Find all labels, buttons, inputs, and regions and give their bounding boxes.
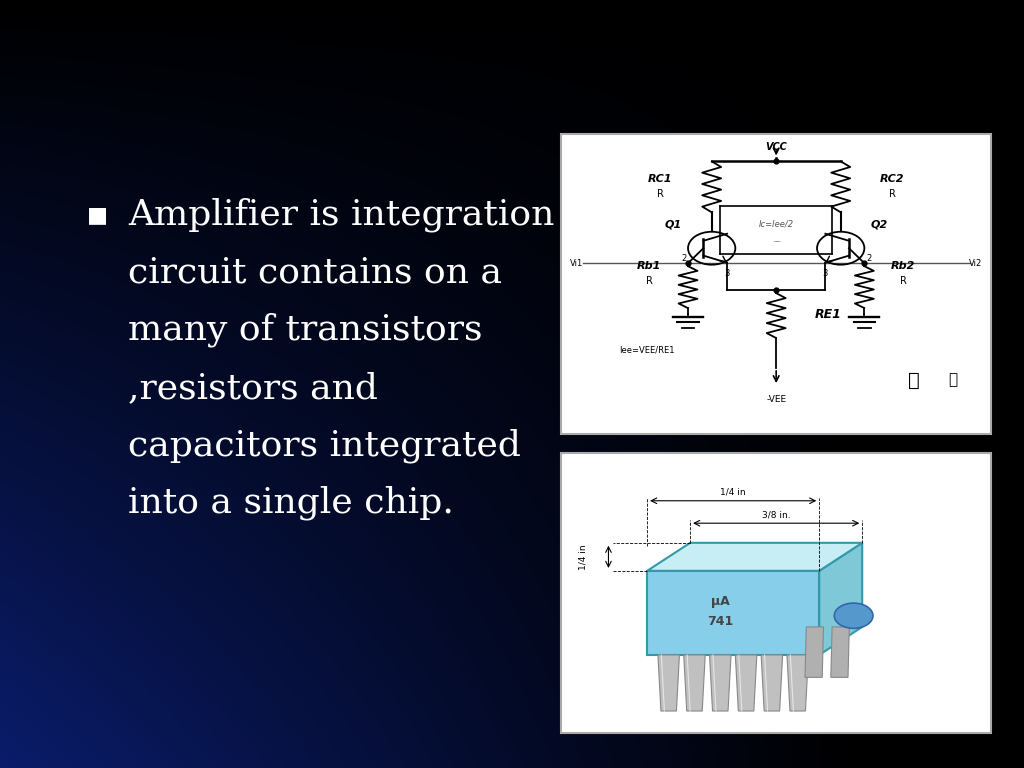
- Text: circuit contains on a: circuit contains on a: [128, 256, 502, 290]
- Text: Ic=Iee/2: Ic=Iee/2: [759, 220, 794, 229]
- Polygon shape: [658, 655, 680, 711]
- Text: many of transistors: many of transistors: [128, 313, 482, 347]
- Text: ■: ■: [87, 205, 108, 225]
- Text: R: R: [889, 189, 896, 200]
- Polygon shape: [710, 655, 731, 711]
- Text: into a single chip.: into a single chip.: [128, 486, 454, 520]
- Text: Amplifier is integration: Amplifier is integration: [128, 198, 554, 232]
- Text: capacitors integrated: capacitors integrated: [128, 429, 521, 462]
- Text: Vi1: Vi1: [569, 259, 583, 268]
- Text: μA: μA: [711, 595, 730, 608]
- Polygon shape: [684, 655, 706, 711]
- Polygon shape: [647, 543, 862, 571]
- Polygon shape: [735, 655, 757, 711]
- Text: 3/8 in.: 3/8 in.: [762, 510, 791, 519]
- Text: R: R: [646, 276, 652, 286]
- Text: _: _: [773, 237, 776, 242]
- Text: _: _: [776, 237, 779, 242]
- Text: R: R: [900, 276, 906, 286]
- Polygon shape: [761, 655, 782, 711]
- Polygon shape: [830, 627, 849, 677]
- Polygon shape: [805, 627, 823, 677]
- FancyBboxPatch shape: [561, 453, 991, 733]
- Circle shape: [835, 603, 872, 628]
- Text: R: R: [656, 189, 664, 200]
- Text: Vi2: Vi2: [970, 259, 983, 268]
- Text: 2: 2: [866, 254, 871, 263]
- Polygon shape: [786, 655, 809, 711]
- Text: Rb1: Rb1: [637, 261, 662, 271]
- Polygon shape: [819, 543, 862, 655]
- Text: Q1: Q1: [665, 219, 682, 230]
- Text: ,resistors and: ,resistors and: [128, 371, 378, 405]
- Text: Rb2: Rb2: [891, 261, 915, 271]
- Text: 741: 741: [708, 615, 733, 627]
- Text: RE1: RE1: [814, 308, 842, 320]
- Polygon shape: [647, 571, 819, 655]
- Text: 2: 2: [681, 254, 686, 263]
- Text: 3: 3: [822, 269, 828, 278]
- Text: RC1: RC1: [648, 174, 673, 184]
- Text: Q2: Q2: [870, 219, 888, 230]
- Text: VCC: VCC: [765, 142, 787, 152]
- FancyBboxPatch shape: [561, 134, 991, 434]
- Text: 🌍: 🌍: [908, 370, 920, 389]
- Text: 3: 3: [724, 269, 730, 278]
- Text: -VEE: -VEE: [766, 395, 786, 404]
- Text: RC2: RC2: [880, 174, 904, 184]
- Text: Iee=VEE/RE1: Iee=VEE/RE1: [620, 346, 675, 355]
- Text: 🐌: 🐌: [948, 372, 957, 388]
- Text: 1/4 in: 1/4 in: [720, 488, 746, 497]
- Text: 1/4 in: 1/4 in: [579, 544, 587, 570]
